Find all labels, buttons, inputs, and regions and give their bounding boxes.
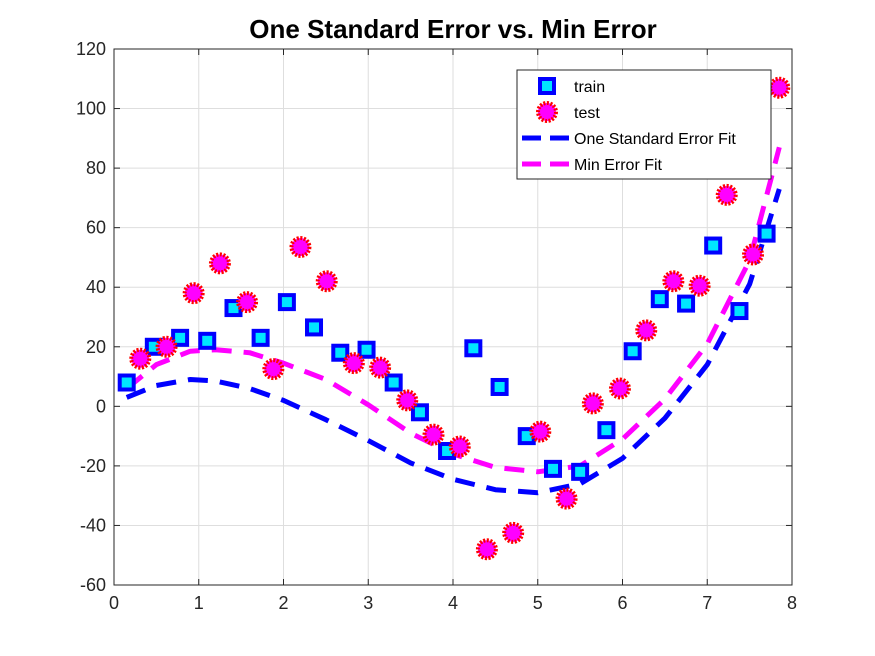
test-point [369, 356, 392, 379]
train-point [410, 403, 429, 422]
x-tick-label: 6 [617, 593, 627, 613]
train-point [677, 294, 696, 313]
test-point [768, 76, 791, 99]
train-point [305, 318, 324, 337]
x-tick-label: 1 [194, 593, 204, 613]
test-point [342, 352, 365, 375]
legend-box [516, 69, 772, 180]
y-tick-label: -40 [80, 515, 106, 535]
x-tick-label: 8 [787, 593, 797, 613]
test-point [662, 270, 685, 293]
test-point [635, 319, 658, 342]
chart-title: One Standard Error vs. Min Error [249, 14, 656, 44]
train-point [730, 302, 749, 321]
test-point [581, 392, 604, 415]
x-axis-ticks: 0 1 2 3 4 5 6 7 8 [109, 49, 797, 613]
y-axis-ticks: -60 -40 -20 0 20 40 60 80 100 120 [76, 39, 792, 595]
test-point [502, 521, 525, 544]
train-point [251, 328, 270, 347]
markers [117, 76, 791, 561]
train-point [650, 290, 669, 309]
test-point [608, 377, 631, 400]
y-tick-label: -60 [80, 575, 106, 595]
train-point [544, 459, 563, 478]
test-point [289, 236, 312, 259]
train-point [464, 339, 483, 358]
one-standard-error-fit-line [125, 188, 782, 496]
train-point [757, 224, 776, 243]
y-tick-label: -20 [80, 456, 106, 476]
test-point [448, 435, 471, 458]
legend-label: One Standard Error Fit [574, 131, 736, 148]
test-point [155, 335, 178, 358]
x-tick-label: 7 [702, 593, 712, 613]
test-point [715, 183, 738, 206]
test-point [396, 389, 419, 412]
test-point [262, 358, 285, 381]
y-tick-label: 20 [86, 337, 106, 357]
legend-swatch [536, 101, 558, 123]
y-tick-label: 40 [86, 277, 106, 297]
test-point [688, 274, 711, 297]
train-point [117, 373, 136, 392]
test-point [475, 538, 498, 561]
train-point [277, 293, 296, 312]
train-point [357, 340, 376, 359]
test-point [182, 282, 205, 305]
train-point [198, 331, 217, 350]
test-point [315, 270, 338, 293]
train-point [623, 342, 642, 361]
y-tick-label: 80 [86, 158, 106, 178]
x-tick-label: 2 [278, 593, 288, 613]
test-point [422, 423, 445, 446]
x-tick-label: 5 [533, 593, 543, 613]
legend-label: Min Error Fit [574, 157, 663, 174]
train-point [597, 421, 616, 440]
y-tick-label: 100 [76, 99, 106, 119]
x-tick-label: 3 [363, 593, 373, 613]
test-point [529, 420, 552, 443]
x-tick-label: 4 [448, 593, 458, 613]
train-point [490, 377, 509, 396]
test-point [742, 243, 765, 266]
y-tick-label: 0 [96, 396, 106, 416]
test-point [555, 487, 578, 510]
legend-label: test [574, 105, 600, 122]
legend-label: train [574, 79, 605, 96]
x-tick-label: 0 [109, 593, 119, 613]
train-point [171, 328, 190, 347]
legend-swatch [538, 77, 556, 95]
test-point [236, 291, 259, 314]
y-tick-label: 60 [86, 218, 106, 238]
legend: train test One Standard Error Fit Min Error… [516, 69, 772, 180]
test-point [129, 347, 152, 370]
train-point [704, 236, 723, 255]
test-point [208, 252, 231, 275]
train-point [331, 343, 350, 362]
train-point [384, 373, 403, 392]
train-point [571, 462, 590, 481]
y-tick-label: 120 [76, 39, 106, 59]
